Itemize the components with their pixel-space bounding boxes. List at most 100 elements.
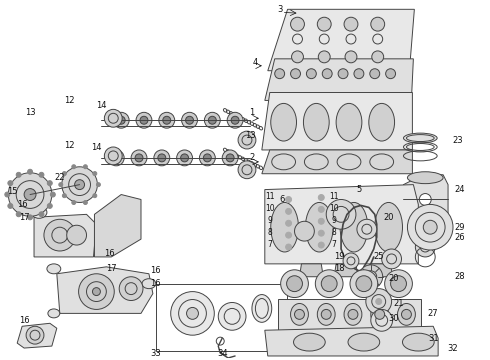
Ellipse shape <box>48 309 60 318</box>
Circle shape <box>78 274 114 310</box>
Circle shape <box>27 215 32 220</box>
Circle shape <box>48 203 52 208</box>
Bar <box>314 241 328 249</box>
Circle shape <box>287 276 302 292</box>
Circle shape <box>117 116 125 124</box>
Circle shape <box>222 150 238 166</box>
Text: 16: 16 <box>150 266 161 275</box>
Text: 30: 30 <box>388 314 399 323</box>
Ellipse shape <box>348 333 380 351</box>
Bar <box>278 298 421 330</box>
Ellipse shape <box>375 202 402 252</box>
Circle shape <box>181 154 189 162</box>
Circle shape <box>182 112 197 128</box>
Circle shape <box>348 310 358 319</box>
Ellipse shape <box>271 103 296 141</box>
Text: 7: 7 <box>332 239 337 248</box>
Ellipse shape <box>291 303 308 325</box>
Ellipse shape <box>397 303 416 325</box>
Circle shape <box>171 292 214 335</box>
Ellipse shape <box>336 103 362 141</box>
Circle shape <box>72 165 76 169</box>
Circle shape <box>386 69 395 78</box>
Circle shape <box>294 310 304 319</box>
Polygon shape <box>265 59 414 100</box>
Circle shape <box>391 276 406 292</box>
Circle shape <box>318 194 324 201</box>
Text: 4: 4 <box>252 58 258 67</box>
Circle shape <box>238 161 256 179</box>
Text: 25: 25 <box>373 252 384 261</box>
Text: 24: 24 <box>455 185 465 194</box>
Text: 19: 19 <box>334 252 344 261</box>
Circle shape <box>275 69 285 78</box>
Circle shape <box>62 194 66 198</box>
Text: 34: 34 <box>217 348 227 357</box>
Circle shape <box>59 183 63 186</box>
Polygon shape <box>17 323 57 348</box>
Circle shape <box>186 116 194 124</box>
Circle shape <box>359 265 383 289</box>
Circle shape <box>318 218 324 224</box>
Circle shape <box>83 165 87 169</box>
Circle shape <box>286 220 292 226</box>
Circle shape <box>318 230 324 236</box>
Circle shape <box>423 220 437 234</box>
Circle shape <box>135 154 143 162</box>
Text: 9: 9 <box>332 216 337 225</box>
Text: 21: 21 <box>393 299 404 308</box>
Circle shape <box>93 194 97 198</box>
Circle shape <box>306 69 317 78</box>
Circle shape <box>67 225 87 245</box>
Ellipse shape <box>303 103 329 141</box>
Circle shape <box>316 270 343 298</box>
Text: 2: 2 <box>249 153 255 162</box>
Text: 12: 12 <box>65 96 75 105</box>
Bar <box>282 231 295 239</box>
Text: 10: 10 <box>329 204 339 213</box>
Circle shape <box>93 172 97 176</box>
Text: 13: 13 <box>25 108 35 117</box>
Bar <box>282 219 295 227</box>
Ellipse shape <box>369 103 394 141</box>
Circle shape <box>321 310 331 319</box>
Circle shape <box>291 69 300 78</box>
Circle shape <box>131 150 147 166</box>
Text: 16: 16 <box>104 249 115 258</box>
Circle shape <box>292 51 303 63</box>
Circle shape <box>231 116 239 124</box>
Circle shape <box>371 17 385 31</box>
Circle shape <box>371 310 392 331</box>
Text: 26: 26 <box>455 233 465 242</box>
Text: 33: 33 <box>150 348 161 357</box>
Bar <box>282 195 295 203</box>
Circle shape <box>44 219 75 251</box>
Circle shape <box>16 172 21 177</box>
Polygon shape <box>268 9 415 71</box>
Circle shape <box>372 51 384 63</box>
Ellipse shape <box>252 294 272 322</box>
Circle shape <box>48 181 52 186</box>
Bar <box>314 229 328 237</box>
Circle shape <box>318 51 330 63</box>
Text: 8: 8 <box>332 228 337 237</box>
Circle shape <box>5 192 10 197</box>
Text: 12: 12 <box>65 140 75 149</box>
Circle shape <box>8 173 52 216</box>
Circle shape <box>154 150 170 166</box>
Bar <box>314 194 328 202</box>
Text: 1: 1 <box>249 108 255 117</box>
Circle shape <box>286 208 292 214</box>
Circle shape <box>158 154 166 162</box>
Circle shape <box>318 242 324 248</box>
Polygon shape <box>262 150 413 174</box>
Polygon shape <box>95 194 141 257</box>
Circle shape <box>419 194 431 206</box>
Text: 18: 18 <box>334 264 344 273</box>
Text: 20: 20 <box>388 274 399 283</box>
Circle shape <box>199 150 215 166</box>
Circle shape <box>62 172 66 176</box>
Ellipse shape <box>294 333 325 351</box>
Circle shape <box>83 201 87 204</box>
Circle shape <box>208 116 216 124</box>
